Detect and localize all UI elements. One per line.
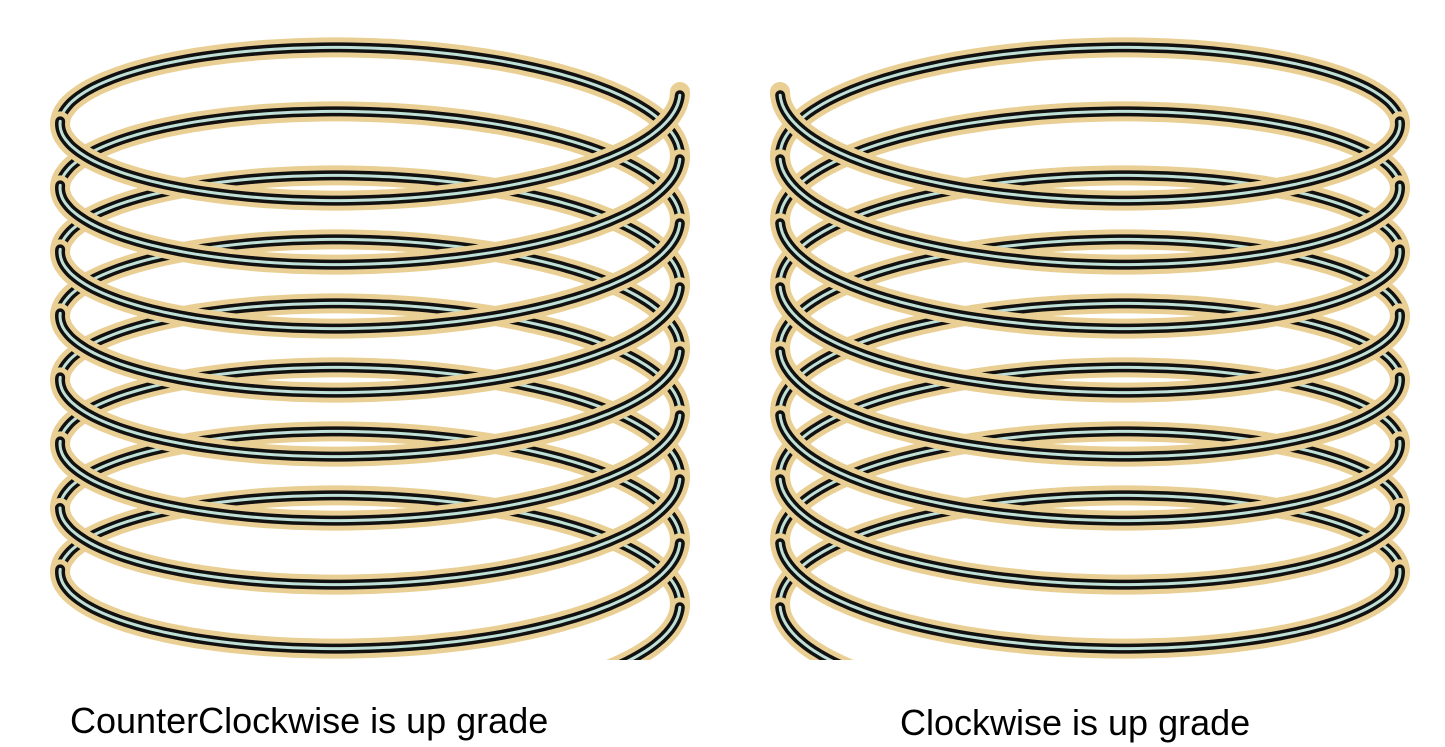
helix-right (740, 0, 1440, 660)
caption-counterclockwise: CounterClockwise is up grade (70, 700, 548, 742)
panel-counterclockwise (20, 0, 720, 665)
diagram-stage: CounterClockwise is up grade Clockwise i… (0, 0, 1445, 747)
panel-clockwise (740, 0, 1440, 665)
caption-clockwise: Clockwise is up grade (900, 702, 1250, 744)
helix-left (20, 0, 720, 660)
